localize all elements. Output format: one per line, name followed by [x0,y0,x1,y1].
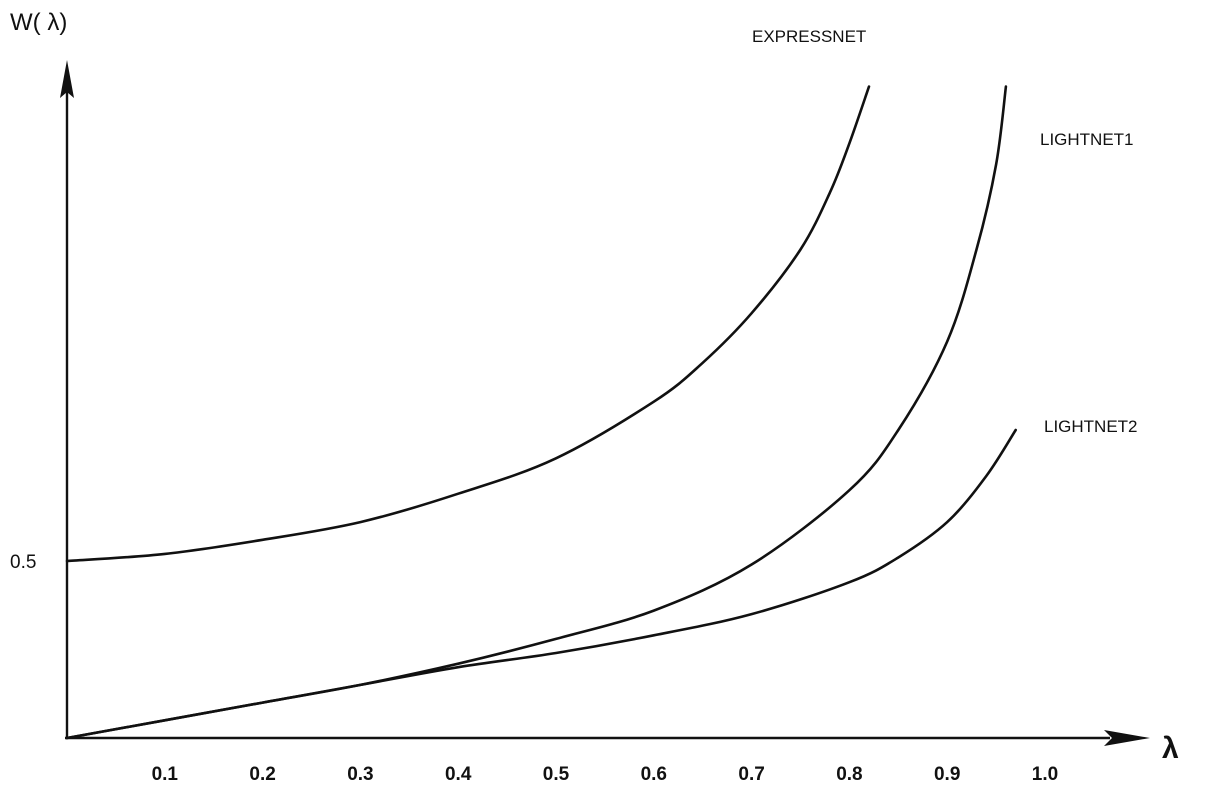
x-tick-label: 0.9 [934,764,960,785]
x-tick-label: 0.4 [445,764,472,785]
x-tick-label: 0.3 [347,764,373,785]
series-line-lightnet2 [65,428,1017,740]
x-tick-label: 0.5 [543,764,570,785]
y-axis-label: W( λ) [10,9,67,36]
series-label-lightnet2: LIGHTNET2 [1044,417,1138,436]
x-axis-label: λ [1162,732,1179,765]
series-label-lightnet1: LIGHTNET1 [1040,130,1134,149]
y-tick-labels: 0.5 [10,552,36,573]
series-line-lightnet1 [65,85,1008,740]
x-tick-label: 0.8 [836,764,862,785]
x-tick-labels: 0.1 0.2 0.3 0.4 0.5 0.6 0.7 0.8 0.9 1.0 [152,764,1059,785]
y-tick-label: 0.5 [10,552,36,573]
series-line-expressnet [65,85,871,563]
series-label-expressnet: EXPRESSNET [752,27,866,46]
x-tick-label: 1.0 [1032,764,1058,785]
x-axis-arrow-icon [1104,730,1150,746]
x-tick-label: 0.7 [738,764,764,785]
x-tick-label: 0.1 [152,764,179,785]
x-tick-label: 0.2 [249,764,275,785]
y-axis-arrow-icon [60,60,74,98]
x-tick-label: 0.6 [641,764,667,785]
